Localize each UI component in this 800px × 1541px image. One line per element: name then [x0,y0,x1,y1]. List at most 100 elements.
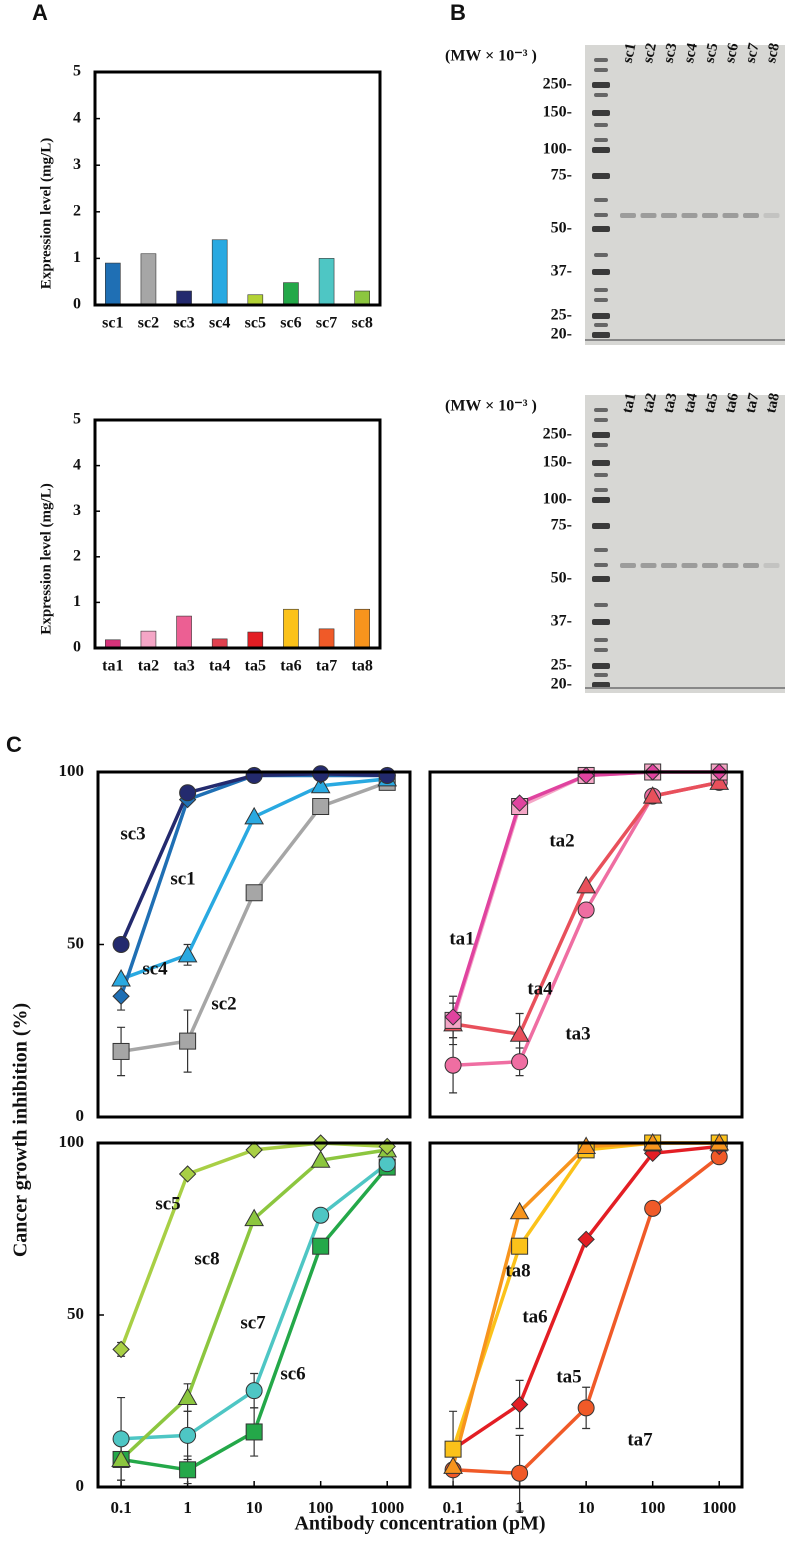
x-tick-label: ta5 [245,658,266,675]
y-tick-label: 5 [73,63,81,80]
series-label: ta4 [527,978,553,999]
marker [642,786,663,804]
x-tick-label: 0.1 [442,1498,463,1517]
bar [247,631,264,649]
y-tick-label: 1 [73,593,81,610]
sample-band [620,563,636,568]
series-label: sc3 [120,823,145,844]
marker [111,1449,131,1467]
x-tick-label: 1000 [370,1498,404,1517]
x-tick-label: sc4 [209,315,230,332]
mw-marker-label: 25- [551,657,572,674]
y-tick-label: 100 [59,1132,85,1151]
ladder-band [594,473,608,477]
sample-band [763,213,780,218]
lane-label: sc1 [620,42,640,65]
marker [312,1206,330,1224]
bar [354,290,370,306]
bar [105,262,121,306]
y-tick-label: 2 [73,547,81,564]
marker [112,936,130,953]
ladder-band [592,663,610,669]
x-tick-label: sc5 [245,315,266,332]
x-tick-label: 10 [578,1498,595,1517]
series-label: ta1 [449,928,474,949]
y-axis-label: Expression level (mg/L) [38,483,54,634]
marker [244,1208,264,1227]
ladder-band [592,173,610,179]
lane-label: sc7 [743,41,763,64]
series-label: sc4 [142,958,168,979]
lane-label: ta8 [763,392,783,415]
x-tick-label: 100 [640,1498,666,1517]
x-tick-label: ta2 [138,658,159,675]
marker [244,806,264,825]
y-tick-label: 50 [67,933,84,952]
series-label: ta2 [549,830,574,851]
ladder-band [592,110,610,116]
mw-marker-label: 250- [543,426,572,443]
series-label: sc2 [211,993,236,1014]
x-tick-label: sc1 [102,315,123,332]
lane-label: sc2 [640,42,660,65]
marker [576,1136,596,1154]
y-tick-label: 4 [73,456,81,473]
panel-label: A [32,0,48,25]
ladder-band [592,269,610,275]
mw-marker-label: 150- [543,454,572,471]
y-tick-label: 0 [73,639,81,656]
lane-label: ta5 [702,392,722,415]
x-tick-label: sc2 [138,315,159,332]
plot-frame [428,770,744,1119]
y-tick-label: 3 [73,502,81,519]
lane-label: sc4 [681,41,701,64]
mw-marker-label: 100- [543,491,572,508]
bar [354,608,370,649]
marker [443,1456,463,1474]
marker [245,1423,263,1441]
marker [310,1150,331,1168]
mw-marker-label: 100- [543,141,572,158]
ladder-band [592,523,610,529]
ladder-band [594,408,608,412]
y-tick-label: 0 [76,1476,85,1495]
y-tick-label: 50 [67,1304,84,1323]
marker [510,1395,529,1414]
bar [140,253,157,306]
bar [140,630,157,649]
bar [318,628,335,649]
bar [283,282,299,306]
x-tick-label: sc8 [352,315,373,332]
mw-title: (MW × 10⁻³ ) [445,398,537,415]
ladder-band [592,226,610,232]
plot-frame [93,418,382,650]
marker [245,1141,263,1159]
sample-band [640,213,657,218]
sample-band [640,563,657,568]
marker [245,766,263,784]
marker [511,1053,529,1071]
x-tick-label: ta8 [352,658,373,675]
ladder-band [592,313,610,319]
ladder-band [594,213,608,217]
plot-frame [93,70,382,307]
x-tick-label: sc3 [173,315,194,332]
ladder-band [594,488,608,492]
marker [312,1237,330,1255]
series-label: ta5 [556,1366,581,1387]
lane-label: ta4 [681,391,701,414]
bar [176,615,192,649]
ladder-band [592,460,610,466]
marker [709,772,730,790]
ladder-band [592,332,610,338]
marker [444,1440,462,1458]
marker [111,968,131,987]
x-tick-label: 10 [246,1498,263,1517]
series-label: ta3 [565,1023,590,1044]
ladder-band [594,298,608,302]
y-tick-label: 4 [73,109,81,126]
series-label: sc5 [155,1193,180,1214]
gel-image [585,45,785,345]
bar [247,294,264,306]
y-axis-label: Cancer growth inhibition (%) [10,1003,32,1257]
